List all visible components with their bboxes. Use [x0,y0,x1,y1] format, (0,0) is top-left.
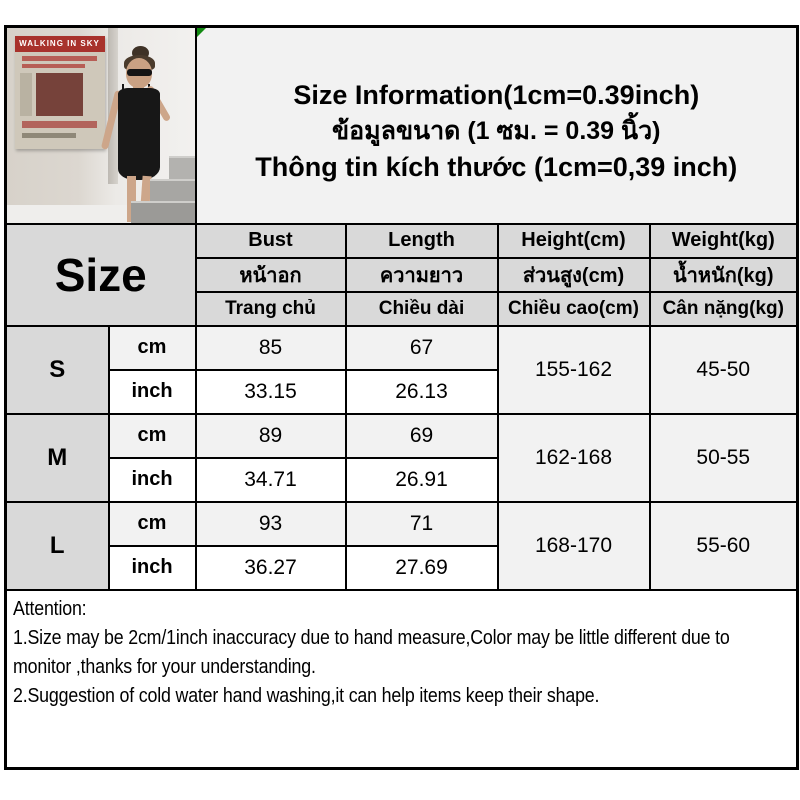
size-corner-label: Size [4,222,197,327]
model-sunglasses [127,69,153,77]
stair-step [169,156,194,179]
poster-text-line [21,121,98,129]
value-weight-range: 55-60 [648,500,799,591]
value-weight-range: 45-50 [648,324,799,415]
product-photo-art: WALKING IN SKY [7,28,194,222]
model-leg [127,176,137,222]
poster-text-line [21,56,98,61]
col-header-length-th: ความยาว [344,256,499,293]
col-header-height-th: ส่วนสูง(cm) [496,256,651,293]
size-chart-sheet: WALKING IN SKY [4,25,800,770]
black-dress [117,87,160,180]
col-header-bust-th: หน้าอก [194,256,347,293]
model-neck [132,82,144,91]
stair-step [149,178,194,201]
title-vietnamese: Thông tin kích thước (1cm=0,39 inch) [255,152,738,183]
poster-side-column [19,72,33,116]
col-header-height-vi: Chiều cao(cm) [496,290,651,327]
unit-label-cm: cm [107,324,197,371]
unit-label-cm: cm [107,412,197,459]
value-length-cm: 71 [344,500,499,547]
value-bust-cm: 89 [194,412,347,459]
col-header-weight-vi: Cân nặng(kg) [648,290,799,327]
unit-label-inch: inch [107,368,197,415]
unit-label-cm: cm [107,500,197,547]
value-bust-cm: 93 [194,500,347,547]
col-header-height-en: Height(cm) [496,222,651,259]
value-bust-inch: 33.15 [194,368,347,415]
poster-text-line [21,63,85,69]
title-english: Size Information(1cm=0.39inch) [293,80,700,111]
col-header-bust-en: Bust [194,222,347,259]
value-length-inch: 26.91 [344,456,499,503]
col-header-length-en: Length [344,222,499,259]
value-length-inch: 26.13 [344,368,499,415]
value-bust-inch: 36.27 [194,544,347,591]
value-length-cm: 69 [344,412,499,459]
attention-text-block: Attention: 1.Size may be 2cm/1inch inacc… [13,595,788,711]
unit-label-inch: inch [107,456,197,503]
size-row-label: S [4,324,110,415]
cell-comment-marker [197,28,206,37]
poster-photo [36,72,83,116]
attention-item-2: 2.Suggestion of cold water hand washing,… [13,684,600,707]
title-cell: Size Information(1cm=0.39inch) ข้อมูลขนา… [194,25,799,225]
value-height-range: 162-168 [496,412,651,503]
size-table: WALKING IN SKY [4,25,800,770]
value-bust-inch: 34.71 [194,456,347,503]
size-row-label: M [4,412,110,503]
col-header-length-vi: Chiều dài [344,290,499,327]
unit-label-inch: inch [107,544,197,591]
stairs [130,156,194,222]
value-length-cm: 67 [344,324,499,371]
col-header-weight-th: น้ำหนัก(kg) [648,256,799,293]
attention-item-1: 1.Size may be 2cm/1inch inaccuracy due t… [13,626,730,678]
title-block: Size Information(1cm=0.39inch) ข้อมูลขนา… [198,65,796,185]
product-photo: WALKING IN SKY [4,25,197,225]
attention-note: Attention: 1.Size may be 2cm/1inch inacc… [4,588,799,770]
size-row-label: L [4,500,110,591]
newspaper-poster: WALKING IN SKY [14,35,105,149]
poster-banner-text: WALKING IN SKY [14,35,105,52]
value-height-range: 168-170 [496,500,651,591]
attention-heading: Attention: [13,597,87,620]
value-bust-cm: 85 [194,324,347,371]
value-weight-range: 50-55 [648,412,799,503]
col-header-weight-en: Weight(kg) [648,222,799,259]
value-length-inch: 27.69 [344,544,499,591]
model-figure [78,45,193,222]
title-thai: ข้อมูลขนาด (1 ซม. = 0.39 นิ้ว) [332,117,661,146]
poster-text-line [21,132,76,139]
value-height-range: 155-162 [496,324,651,415]
col-header-bust-vi: Trang chủ [194,290,347,327]
stair-step [130,200,194,222]
